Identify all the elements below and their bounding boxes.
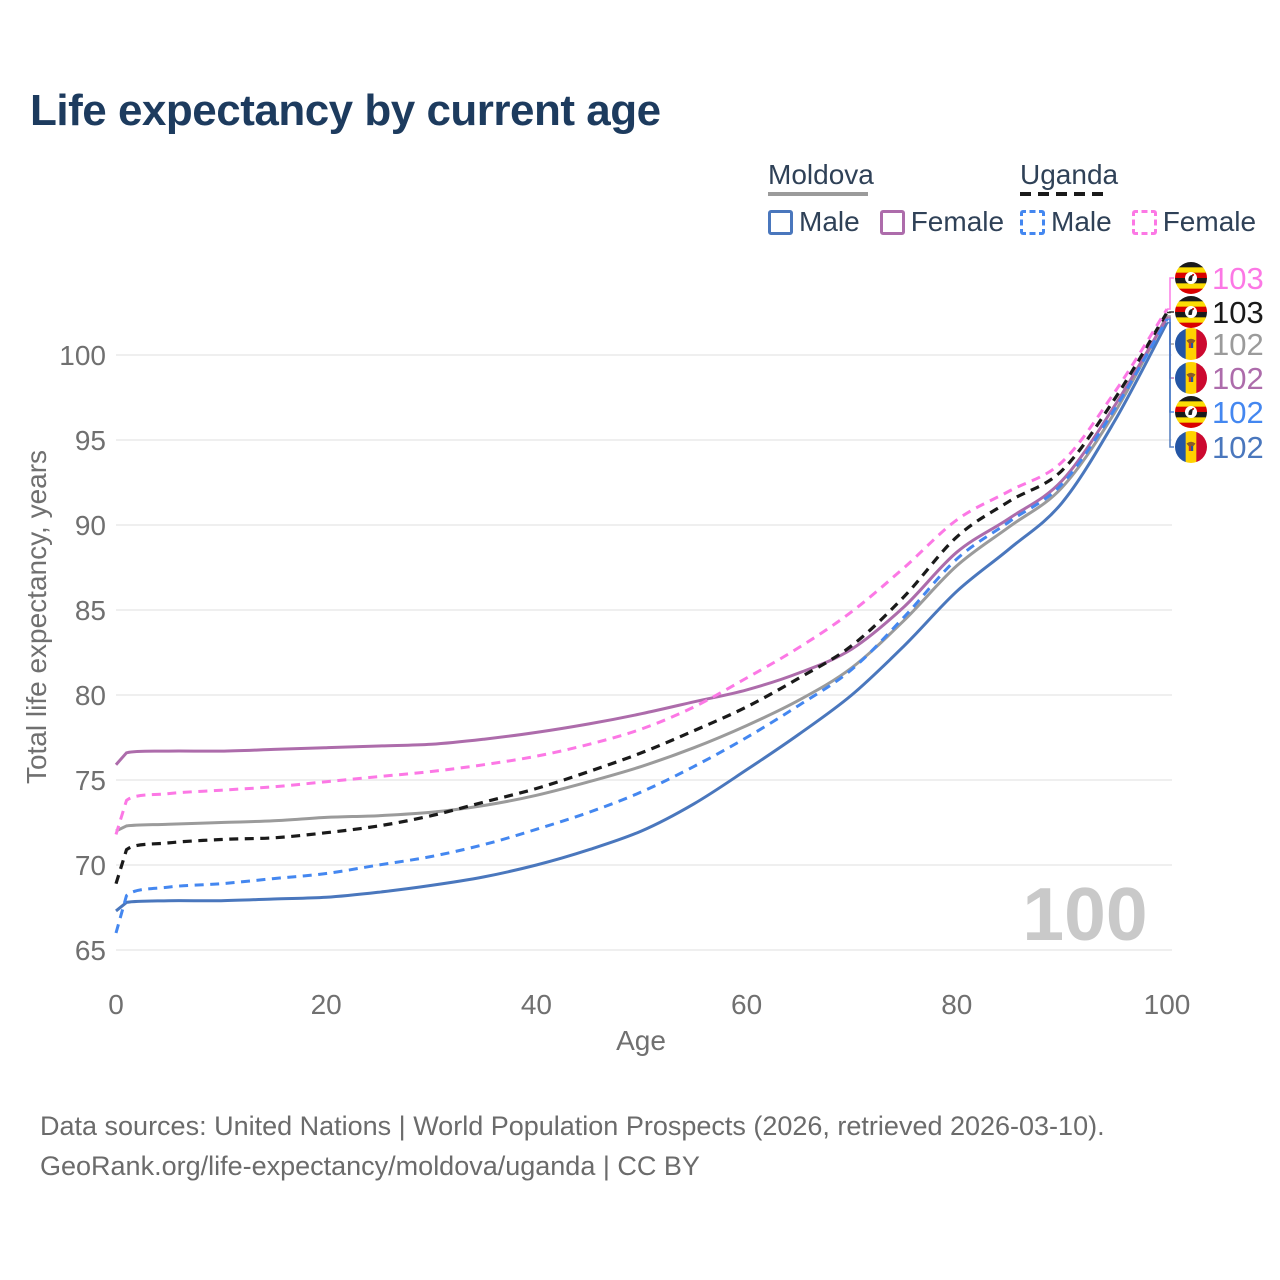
legend-item-uganda-female[interactable]: Female xyxy=(1131,206,1257,238)
legend-item-uganda-male[interactable]: Male xyxy=(1020,206,1112,238)
x-tick-label: 80 xyxy=(941,989,972,1020)
crane-glyph xyxy=(1188,408,1194,415)
end-value-label-moldova: 102 xyxy=(1212,327,1264,362)
footer-url[interactable]: GeoRank.org/life-expectancy/moldova/ugan… xyxy=(40,1151,700,1181)
end-value-label-uganda-female: 103 xyxy=(1212,261,1264,296)
x-tick-label: 100 xyxy=(1144,989,1191,1020)
page-title: Life expectancy by current age xyxy=(30,86,661,135)
uganda-flag-icon xyxy=(1175,262,1207,294)
legend-item-moldova-female[interactable]: Female xyxy=(879,206,1005,238)
x-axis-ticks: 0 20 40 60 80 100 xyxy=(108,989,1190,1020)
legend-line-sample-moldova xyxy=(768,192,868,196)
y-axis-ticks: 65 70 75 80 85 90 95 100 xyxy=(59,340,106,966)
legend-group-moldova: Moldova Male Female xyxy=(768,160,1004,238)
x-tick-label: 60 xyxy=(731,989,762,1020)
series-line-moldova-female xyxy=(114,316,1169,766)
leader-lines xyxy=(1167,277,1174,448)
y-tick-label: 100 xyxy=(59,340,106,371)
x-tick-label: 20 xyxy=(311,989,342,1020)
gridlines xyxy=(116,354,1172,951)
y-tick-label: 90 xyxy=(75,510,106,541)
x-tick-label: 40 xyxy=(521,989,552,1020)
moldova-male-swatch-icon xyxy=(768,209,793,235)
y-axis-title: Total life expectancy, years xyxy=(21,450,52,784)
eagle-glyph xyxy=(1186,372,1196,379)
legend-items-uganda: Male Female xyxy=(1020,206,1256,238)
series-line-moldova xyxy=(115,315,1169,833)
legend-items-moldova: Male Female xyxy=(768,206,1004,238)
legend-country-uganda[interactable]: Uganda xyxy=(1020,159,1119,190)
series-line-uganda-female xyxy=(114,308,1169,835)
x-axis-title: Age xyxy=(616,1025,666,1056)
age-counter-watermark: 100 xyxy=(1022,872,1147,956)
moldova-female-swatch-icon xyxy=(879,209,905,235)
legend-item-label: Male xyxy=(799,206,860,237)
uganda-male-swatch-icon xyxy=(1020,209,1045,235)
footer: Data sources: United Nations | World Pop… xyxy=(40,1106,1105,1186)
moldova-flag-icon xyxy=(1175,328,1207,360)
y-tick-label: 70 xyxy=(75,850,106,881)
end-value-label-uganda: 103 xyxy=(1212,295,1264,330)
legend-item-label: Female xyxy=(910,206,1005,237)
eagle-glyph xyxy=(1186,441,1196,448)
leader-line xyxy=(1167,311,1174,314)
y-tick-label: 95 xyxy=(75,425,106,456)
legend-group-uganda: Uganda Male Female xyxy=(1020,160,1256,238)
y-tick-label: 80 xyxy=(75,680,106,711)
end-value-label-uganda-male: 102 xyxy=(1212,395,1264,430)
legend-country-moldova[interactable]: Moldova xyxy=(768,159,874,190)
footer-data-sources: Data sources: United Nations | World Pop… xyxy=(40,1111,1105,1141)
end-value-label-moldova-female: 102 xyxy=(1212,361,1264,396)
series-line-uganda xyxy=(114,311,1169,885)
y-tick-label: 85 xyxy=(75,595,106,626)
end-value-label-moldova-male: 102 xyxy=(1212,430,1264,465)
legend-line-sample-uganda xyxy=(1020,192,1106,196)
eagle-glyph xyxy=(1186,338,1196,345)
leader-line xyxy=(1167,321,1174,448)
uganda-flag-icon xyxy=(1175,296,1207,328)
legend-item-label: Female xyxy=(1162,206,1257,237)
y-tick-label: 75 xyxy=(75,765,106,796)
crane-glyph xyxy=(1188,274,1194,281)
legend-item-label: Male xyxy=(1051,206,1112,237)
y-tick-label: 65 xyxy=(75,935,106,966)
moldova-flag-icon xyxy=(1175,431,1207,463)
uganda-female-swatch-icon xyxy=(1131,209,1157,235)
legend-item-moldova-male[interactable]: Male xyxy=(768,206,860,238)
uganda-flag-icon xyxy=(1175,396,1207,428)
crane-glyph xyxy=(1188,308,1194,315)
series-line-uganda-male xyxy=(114,318,1169,934)
series-lines xyxy=(114,308,1169,934)
leader-line xyxy=(1167,277,1174,310)
series-line-moldova-male xyxy=(115,321,1169,913)
x-tick-label: 0 xyxy=(108,989,124,1020)
moldova-flag-icon xyxy=(1175,362,1207,394)
